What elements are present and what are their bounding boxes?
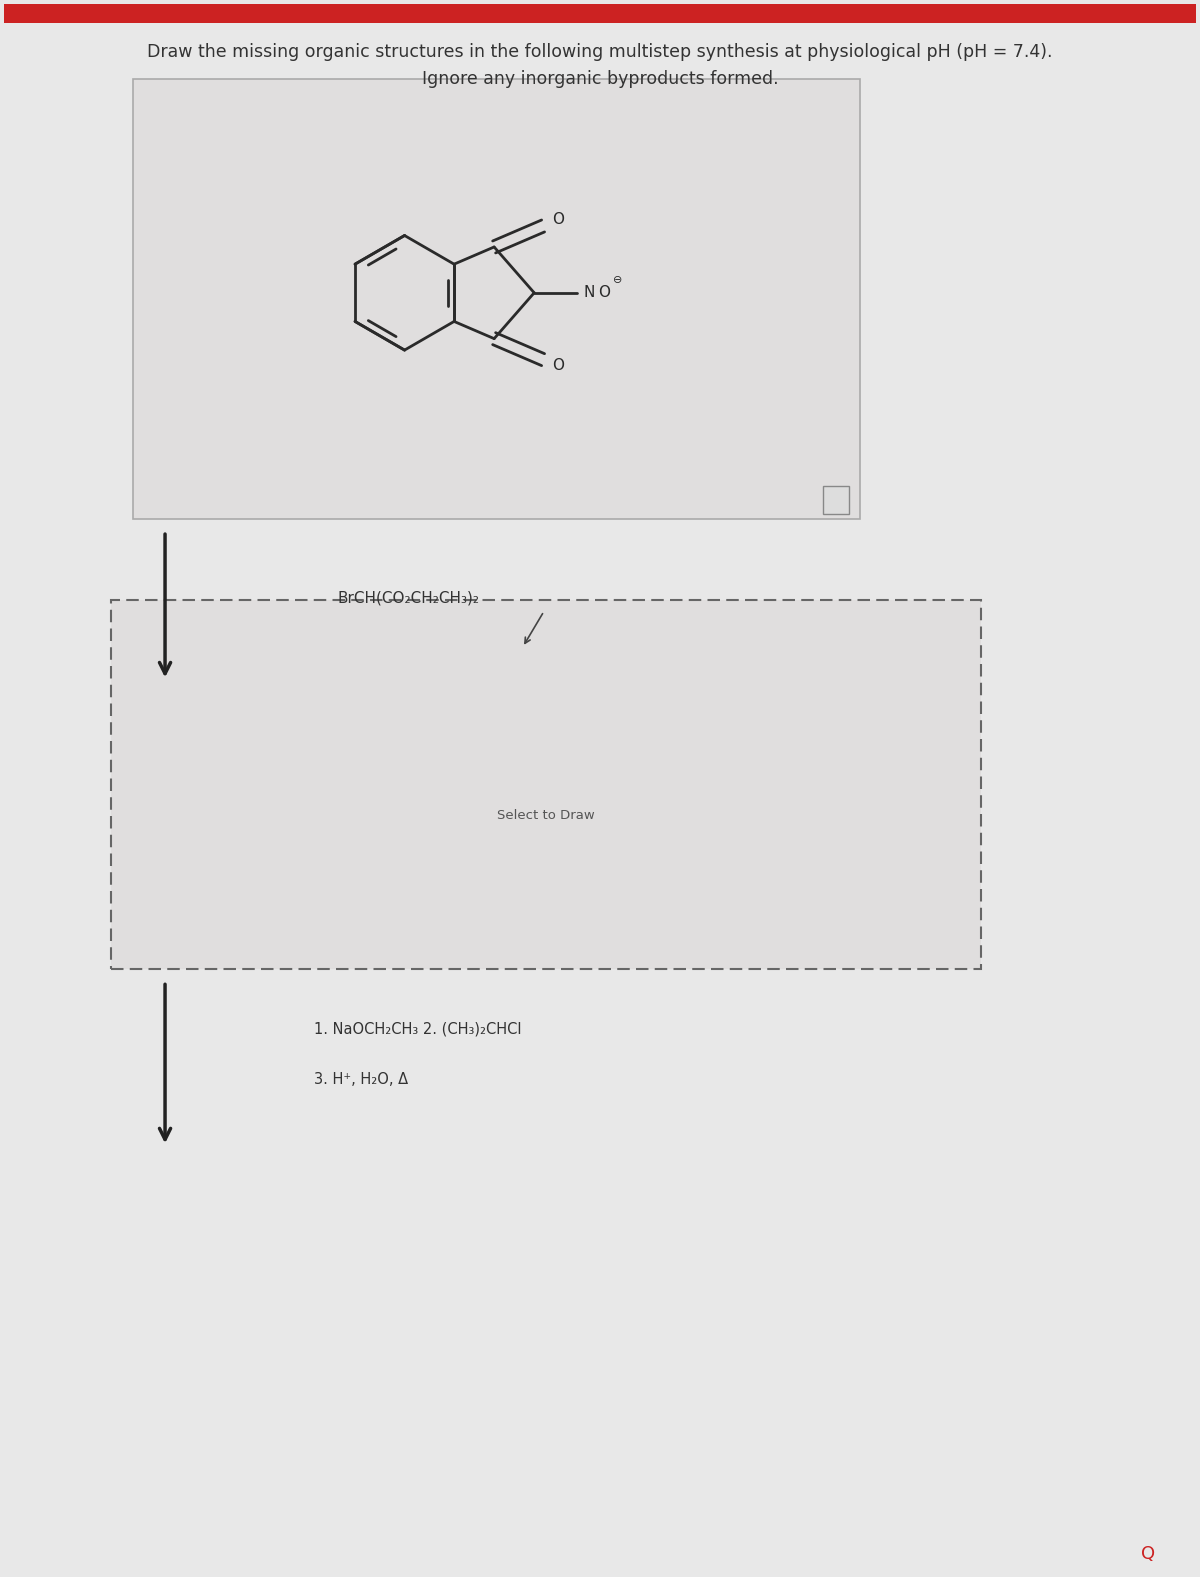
Text: O: O [553,358,565,374]
Text: O: O [599,285,611,300]
Text: 3. H⁺, H₂O, Δ: 3. H⁺, H₂O, Δ [314,1072,408,1087]
Text: N: N [583,285,594,300]
Text: Ignore any inorganic byproducts formed.: Ignore any inorganic byproducts formed. [421,69,779,88]
Bar [823,486,850,514]
Text: 1. NaOCH₂CH₃ 2. (CH₃)₂CHCl: 1. NaOCH₂CH₃ 2. (CH₃)₂CHCl [314,1022,522,1036]
Text: Q: Q [1141,1545,1156,1563]
Text: BrCH(CO₂CH₂CH₃)₂: BrCH(CO₂CH₂CH₃)₂ [338,590,480,606]
Bar [133,79,859,519]
Bar [112,601,982,968]
Bar [4,5,1196,24]
Text: O: O [553,213,565,227]
Text: 🔍: 🔍 [836,495,841,505]
Text: Select to Draw: Select to Draw [498,809,595,823]
Text: ⊖: ⊖ [613,276,623,285]
Text: Draw the missing organic structures in the following multistep synthesis at phys: Draw the missing organic structures in t… [148,44,1052,62]
